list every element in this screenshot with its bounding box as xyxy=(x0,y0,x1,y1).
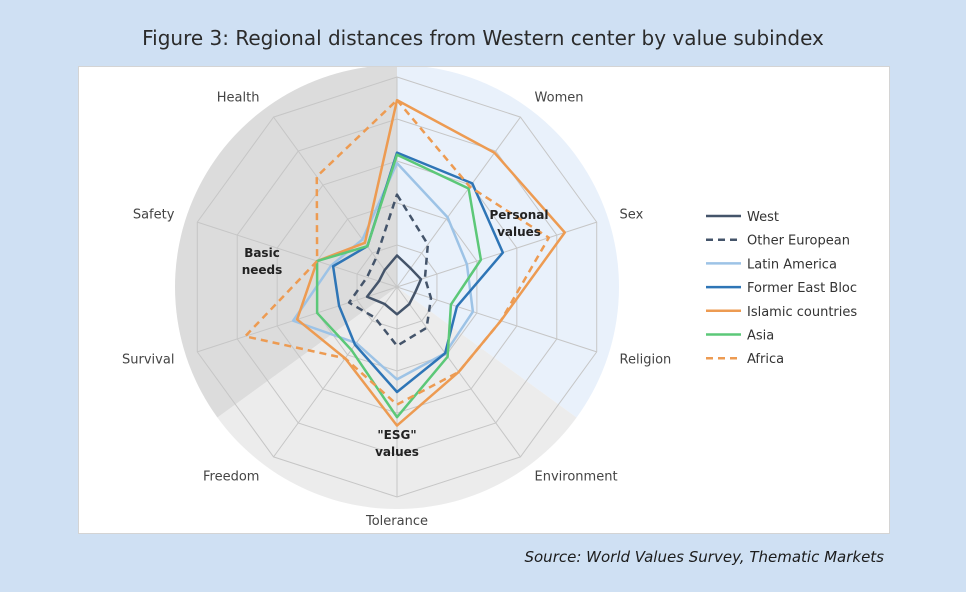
axis-label-tolerance: Tolerance xyxy=(365,514,428,529)
axis-label-women: Women xyxy=(535,91,584,106)
axis-label-survival: Survival xyxy=(122,352,174,367)
series-former-east-bloc xyxy=(331,151,505,394)
axis-label-health: Health xyxy=(217,91,260,106)
grid-spoke xyxy=(396,116,521,288)
source-note: Source: World Values Survey, Thematic Ma… xyxy=(524,548,884,566)
radar-chart: FamilyWomenSexReligionEnvironmentToleran… xyxy=(122,46,857,529)
series-latin-america xyxy=(291,161,475,381)
legend-label-islamic-countries: Islamic countries xyxy=(747,305,857,320)
grid-spoke xyxy=(197,221,398,288)
grid-spoke xyxy=(273,116,398,288)
series-islamic-countries xyxy=(295,98,567,427)
legend-label-latin-america: Latin America xyxy=(747,257,837,272)
axis-label-religion: Religion xyxy=(620,352,672,367)
personal-values-sector xyxy=(397,65,619,418)
group-labels: Personal values Basic needs "ESG" values xyxy=(242,208,549,459)
group-label: values xyxy=(497,225,541,239)
group-label: "ESG" xyxy=(377,428,416,442)
series-lines xyxy=(243,98,567,427)
axis-label-sex: Sex xyxy=(620,208,644,223)
group-label: needs xyxy=(242,263,283,277)
legend-label-africa: Africa xyxy=(747,352,784,367)
group-label: values xyxy=(375,445,419,459)
series-other-european xyxy=(347,193,433,348)
plot-panel: FamilyWomenSexReligionEnvironmentToleran… xyxy=(78,46,890,534)
axis-label-freedom: Freedom xyxy=(203,469,259,484)
legend-label-former-east-bloc: Former East Bloc xyxy=(747,281,857,296)
legend-label-other-european: Other European xyxy=(747,234,850,249)
axis-label-environment: Environment xyxy=(535,469,618,484)
group-label: Personal xyxy=(490,208,549,222)
grid-rings xyxy=(196,76,598,498)
legend-label-asia: Asia xyxy=(747,329,774,344)
axis-label-safety: Safety xyxy=(133,208,175,223)
series-west xyxy=(365,254,423,316)
grid-spoke xyxy=(273,286,398,458)
group-label: Basic xyxy=(244,246,280,260)
legend: West Other European Latin America Former Ea… xyxy=(706,210,857,367)
series-asia xyxy=(315,153,483,419)
chart-title: Figure 3: Regional distances from Wester… xyxy=(142,26,824,50)
legend-label-west: West xyxy=(747,210,779,225)
